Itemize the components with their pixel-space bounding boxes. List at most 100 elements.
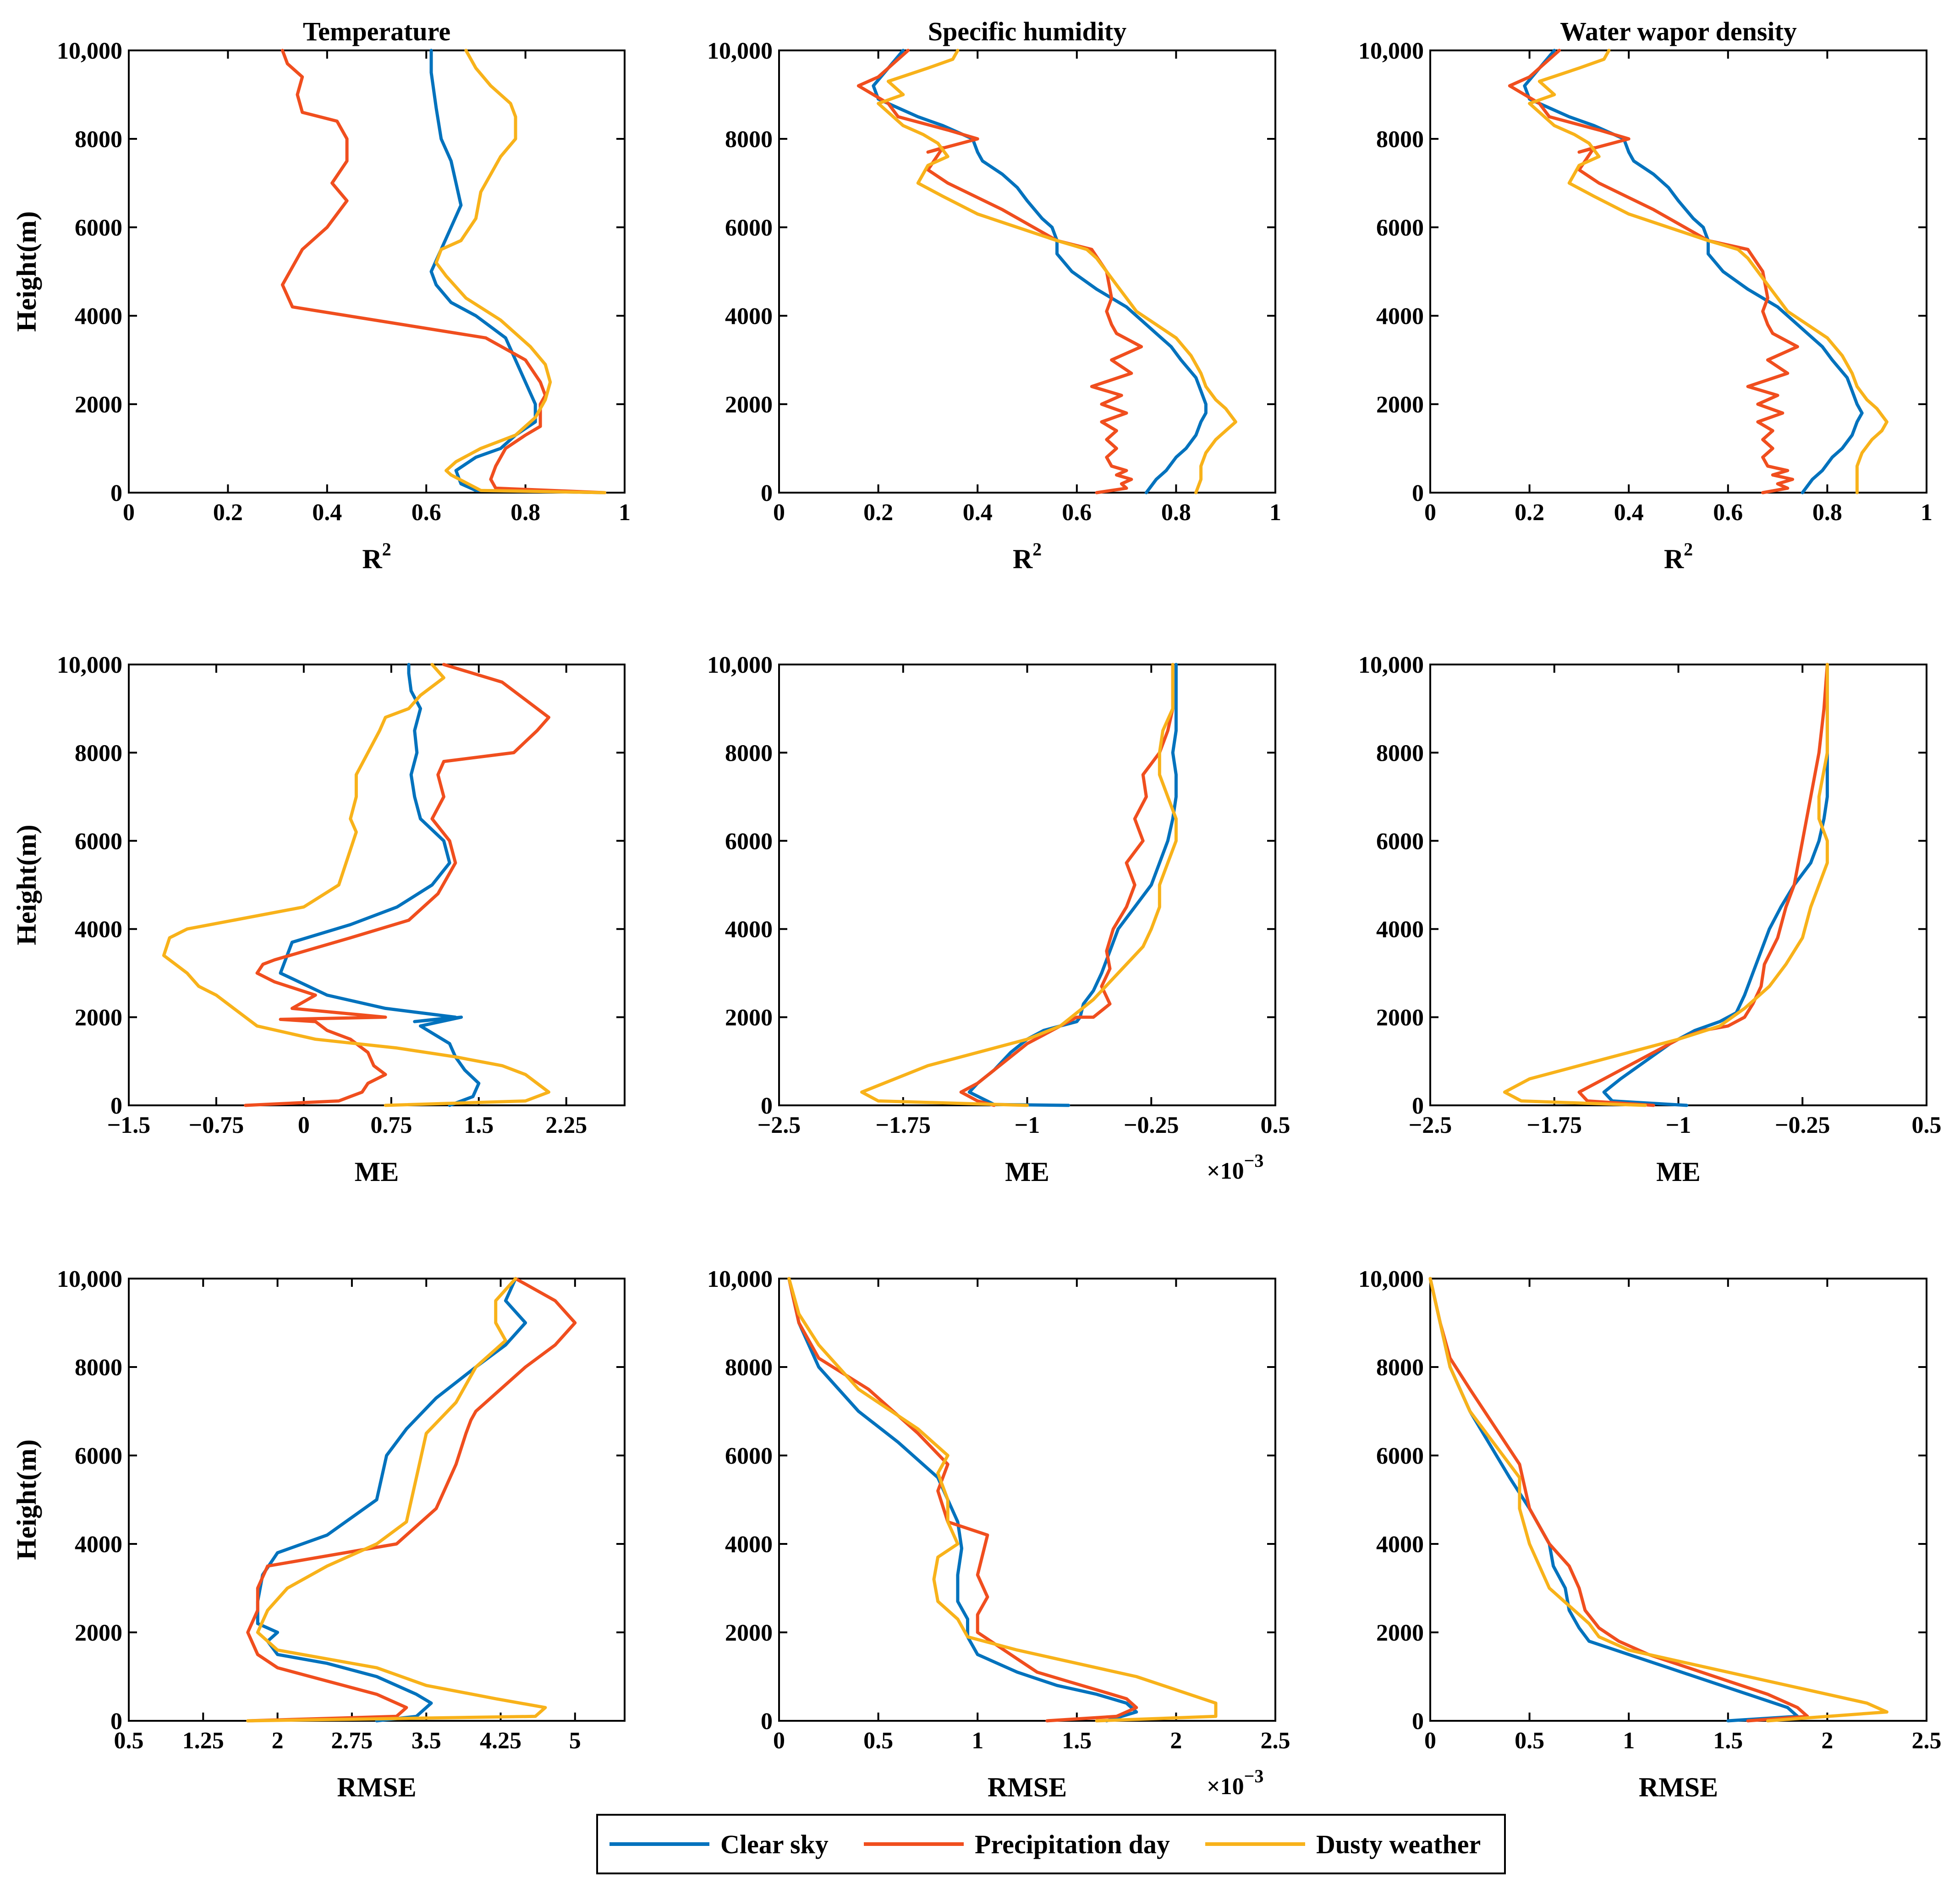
x-axis-label: RMSE: [1639, 1772, 1718, 1802]
panel-8: 0 0.5 1 1.5 2 2.5 0 2000 4000 6000 8000 10,000 RMSE ×…: [707, 1266, 1290, 1802]
x-tick-label: 2: [1170, 1728, 1182, 1754]
series-line-precipitation-day: [959, 663, 1175, 1107]
y-tick-label: 0: [1412, 480, 1424, 506]
plot-frame: [778, 49, 1276, 494]
x-axis-label-text: ME: [355, 1157, 399, 1187]
x-axis-label: ME: [1656, 1157, 1701, 1187]
y-tick-label: 2000: [1376, 1005, 1424, 1031]
x-tick-label: 0.2: [213, 500, 243, 526]
plot-frame: [1429, 49, 1927, 494]
panel-7: 0.5 1.25 2 2.75 3.5 4.25 5 0 2000 4000 6000 8000 10,…: [11, 1266, 626, 1802]
series-line-clear-sky: [872, 49, 1208, 494]
y-tick-label: 4000: [725, 917, 773, 943]
y-tick-label: 10,000: [707, 38, 773, 64]
x-tick-label: 0: [1424, 500, 1436, 526]
x-tick-label: 0.5: [114, 1728, 144, 1754]
x-axis-label: ME: [1005, 1157, 1049, 1187]
series-line-dusty-weather: [246, 1277, 547, 1723]
x-tick-label: 1.5: [464, 1112, 494, 1138]
y-tick-label: 2000: [1376, 1620, 1424, 1646]
x-tick-label: 0.8: [1812, 500, 1842, 526]
y-tick-label: 6000: [75, 215, 122, 241]
series-line-precipitation-day: [1428, 1277, 1809, 1723]
x-tick-label: 0.5: [1261, 1112, 1290, 1138]
panel-6: −2.5 −1.75 −1 −0.25 0.5 0 2000 4000 6000 8000 10,0…: [1358, 652, 1942, 1187]
panel-title: Water wapor density: [1560, 16, 1797, 46]
x-tick-label: 0: [773, 1728, 785, 1754]
x-tick-label: 1: [619, 500, 631, 526]
x-tick-label: 3.5: [412, 1728, 441, 1754]
x-tick-label: 1.25: [182, 1728, 224, 1754]
y-tick-label: 0: [761, 1708, 773, 1735]
x-tick-label: 2: [272, 1728, 284, 1754]
y-tick-label: 2000: [725, 1005, 773, 1031]
legend-box: [596, 1814, 1506, 1874]
x-axis-multiplier: ×10−3: [1207, 1766, 1263, 1800]
y-tick-label: 8000: [725, 740, 773, 766]
x-axis-multiplier-exponent: −3: [1244, 1766, 1264, 1786]
y-tick-label: 0: [1412, 1708, 1424, 1735]
x-axis-label-text: ME: [1656, 1157, 1701, 1187]
y-tick-label: 8000: [1376, 740, 1424, 766]
x-axis-label: R2: [1664, 539, 1693, 574]
x-tick-label: 0.6: [412, 500, 441, 526]
x-axis-label: RMSE: [988, 1772, 1067, 1802]
x-tick-label: 2: [1821, 1728, 1833, 1754]
x-tick-label: 1: [1623, 1728, 1635, 1754]
x-tick-label: 0.2: [1515, 500, 1544, 526]
y-tick-label: 6000: [725, 1443, 773, 1469]
x-tick-label: −2.5: [1409, 1112, 1452, 1138]
y-tick-label: 4000: [1376, 1532, 1424, 1558]
x-axis-label-text: R: [1664, 544, 1684, 574]
y-tick-label: 2000: [725, 1620, 773, 1646]
y-tick-label: 8000: [725, 126, 773, 153]
x-tick-label: 0.4: [312, 500, 342, 526]
x-tick-label: 0.8: [1161, 500, 1191, 526]
y-tick-label: 8000: [75, 1355, 122, 1381]
x-tick-label: 0: [773, 500, 785, 526]
y-tick-label: 6000: [725, 215, 773, 241]
y-tick-label: 10,000: [707, 1266, 773, 1292]
x-tick-label: 0.5: [1515, 1728, 1544, 1754]
series-line-dusty-weather: [1503, 663, 1829, 1107]
y-tick-label: 10,000: [1358, 1266, 1424, 1292]
y-tick-label: 0: [1412, 1093, 1424, 1119]
series-line-clear-sky: [1428, 1277, 1799, 1723]
x-axis-multiplier-base: ×10: [1207, 1158, 1244, 1184]
series-line-dusty-weather: [434, 49, 607, 494]
panel-3: 0 0.2 0.4 0.6 0.8 1 0 2000 4000 6000 8000 10,000 Wat…: [1358, 16, 1933, 574]
y-tick-label: 8000: [1376, 1355, 1424, 1381]
x-axis-label-text: RMSE: [337, 1772, 416, 1802]
y-tick-label: 2000: [75, 1620, 122, 1646]
y-tick-label: 8000: [1376, 126, 1424, 153]
panel-title: Specific humidity: [928, 16, 1126, 46]
x-tick-label: −0.75: [189, 1112, 244, 1138]
panel-9: 0 0.5 1 1.5 2 2.5 0 2000 4000 6000 8000 10,000 RMSE: [1358, 1266, 1942, 1802]
series-line-clear-sky: [429, 49, 607, 494]
y-tick-label: 2000: [75, 1005, 122, 1031]
y-tick-label: 10,000: [1358, 38, 1424, 64]
y-tick-label: 2000: [75, 392, 122, 418]
x-tick-label: −0.25: [1124, 1112, 1179, 1138]
series-line-precipitation-day: [246, 1277, 577, 1723]
panel-4: −1.5 −0.75 0 0.75 1.5 2.25 0 2000 4000 6000 8000 10…: [11, 652, 626, 1187]
x-tick-label: −1: [1666, 1112, 1691, 1138]
series-line-clear-sky: [967, 663, 1178, 1107]
x-axis-label-text: RMSE: [1639, 1772, 1718, 1802]
x-tick-label: 2.75: [331, 1728, 373, 1754]
y-tick-label: 6000: [725, 829, 773, 855]
x-tick-label: 5: [569, 1728, 581, 1754]
x-tick-label: 0.75: [370, 1112, 412, 1138]
x-tick-label: −1: [1015, 1112, 1040, 1138]
y-tick-label: 4000: [1376, 303, 1424, 329]
y-tick-label: 4000: [75, 303, 122, 329]
series-line-clear-sky: [279, 663, 481, 1107]
x-tick-label: 0.8: [511, 500, 540, 526]
series-line-precipitation-day: [787, 1277, 1138, 1723]
x-tick-label: 2.5: [1261, 1728, 1290, 1754]
x-tick-label: 1: [1269, 500, 1281, 526]
plot-frame: [778, 1278, 1276, 1722]
series-line-clear-sky: [787, 1277, 1138, 1723]
series-line-dusty-weather: [1528, 49, 1889, 494]
y-tick-label: 10,000: [57, 38, 122, 64]
